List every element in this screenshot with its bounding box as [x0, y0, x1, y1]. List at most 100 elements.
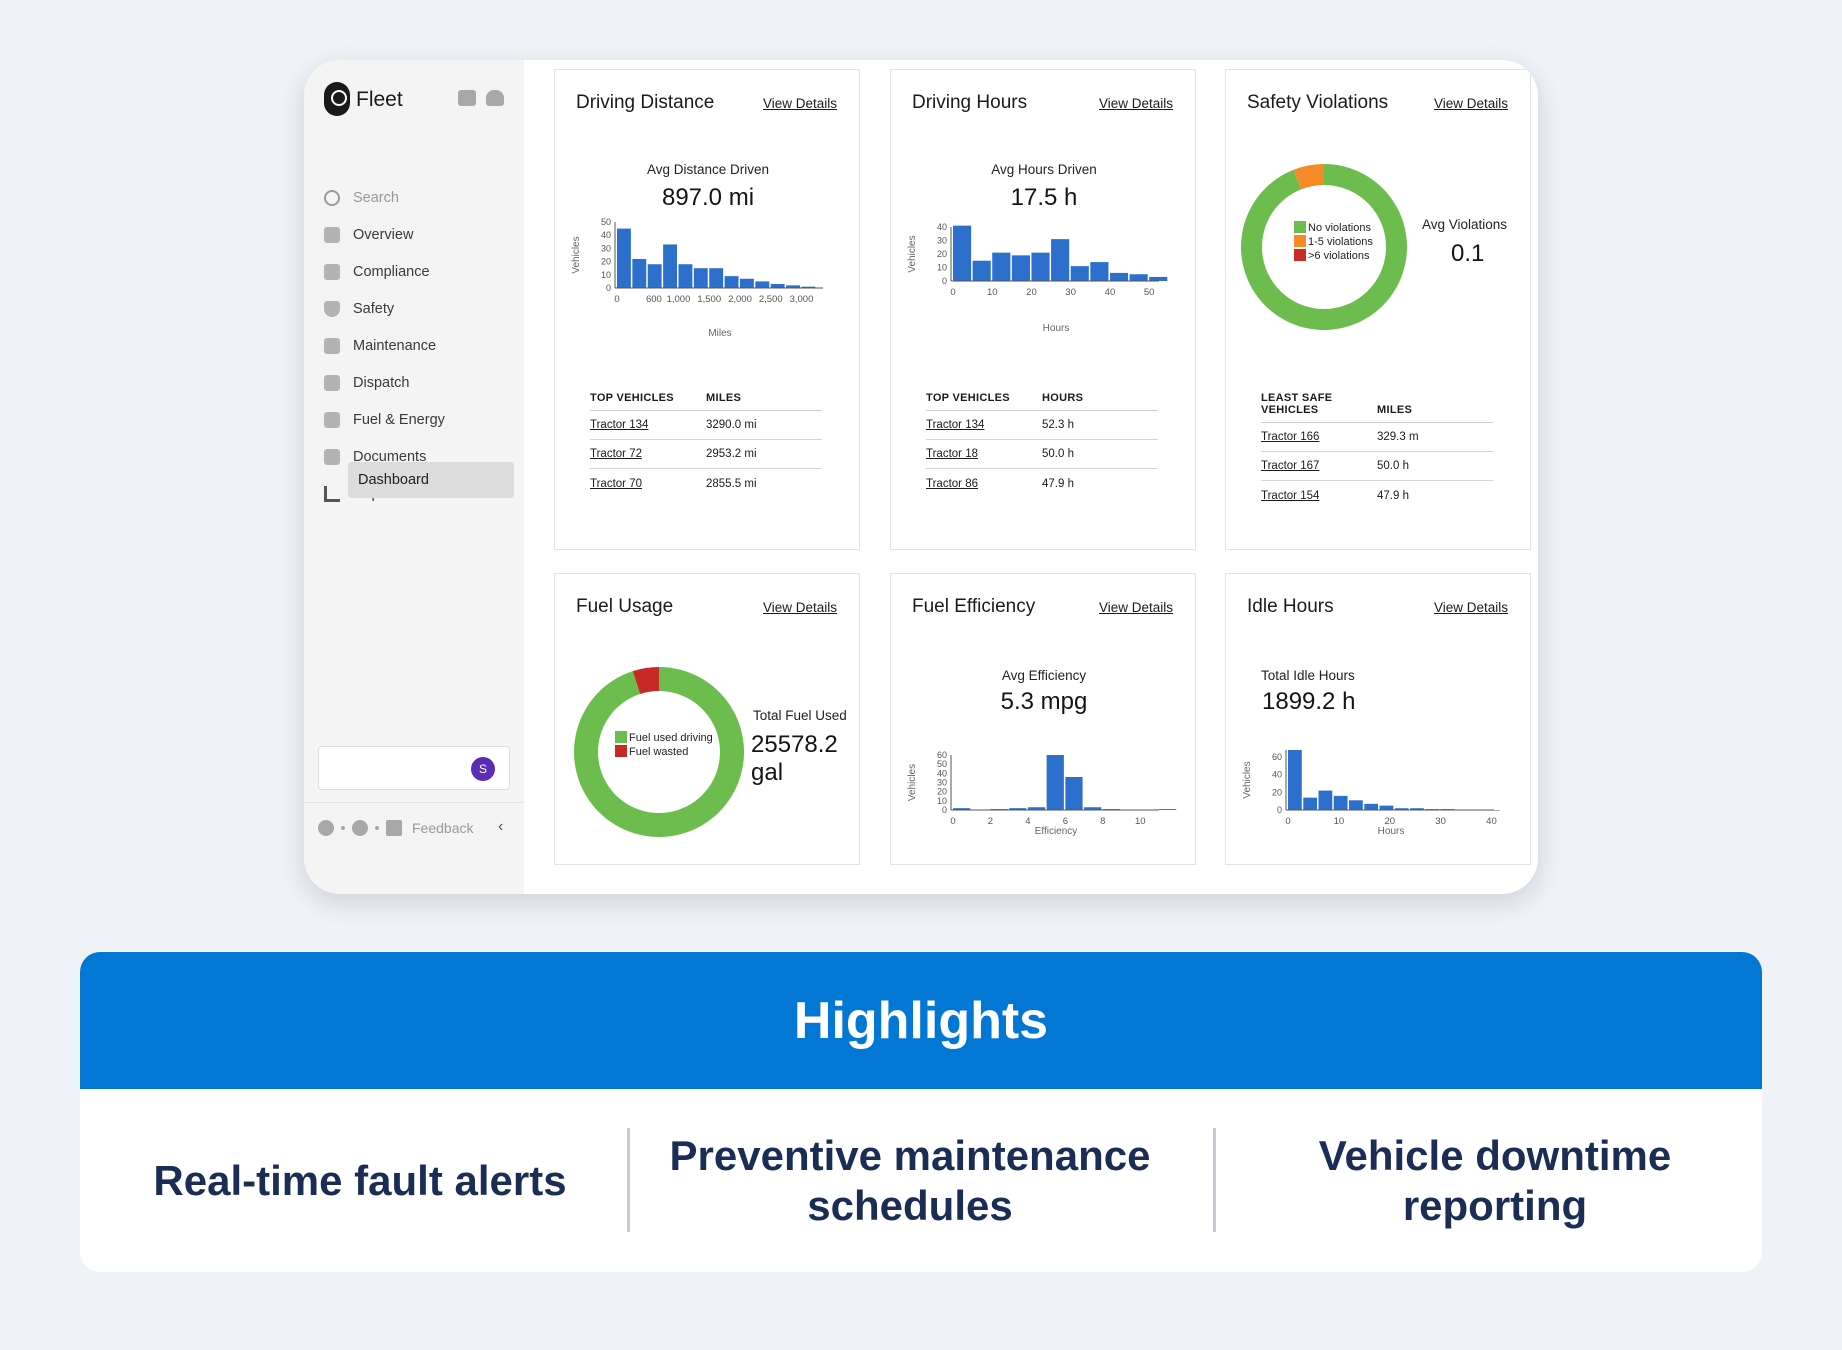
x-tick-label: 4: [1025, 816, 1030, 827]
histogram-bar: [632, 258, 647, 288]
sidebar-item-fuel-energy[interactable]: Fuel & Energy: [324, 404, 514, 436]
table-row: Tractor 154 47.9 h: [1261, 489, 1409, 502]
metric-label: Avg Violations: [1422, 217, 1508, 232]
sidebar-footer: Feedback ‹: [304, 802, 524, 852]
legend-label: No violations: [1308, 222, 1371, 234]
sidebar-item-overview[interactable]: Overview: [324, 219, 514, 251]
x-tick-label: 30: [1065, 287, 1076, 298]
legend-label: 1-5 violations: [1308, 236, 1373, 248]
hours-histogram: 0 10 20 30 40 0 10 20 30 40 50 Hours Vehicles: [907, 222, 1168, 334]
x-tick-label: 2,000: [728, 294, 752, 305]
card-safety-violations: Safety Violations View Details No violat…: [1225, 69, 1531, 550]
table-header: TOP VEHICLES MILES: [590, 392, 822, 411]
brand-name: Fleet: [356, 88, 403, 111]
y-tick-label: 30: [937, 236, 947, 246]
table-row: Tractor 166 329.3 m: [1261, 423, 1493, 452]
histogram-bar: [617, 228, 631, 288]
metric-value: 1899.2 h: [1262, 688, 1356, 715]
vehicle-link[interactable]: Tractor 134: [590, 419, 649, 431]
table-row: Tractor 86 47.9 h: [926, 477, 1074, 490]
vehicle-link[interactable]: Tractor 70: [590, 477, 642, 490]
messages-icon[interactable]: [458, 90, 476, 106]
y-axis-label: Vehicles: [907, 764, 918, 801]
highlights-panel: Highlights Real-time fault alerts Preven…: [80, 952, 1762, 1272]
sidebar: Fleet Search Overview Compliance Safety …: [304, 60, 524, 894]
metric-value: 5.3 mpg: [1000, 688, 1088, 715]
avatar[interactable]: S: [471, 757, 495, 781]
card-driving-distance: Driving Distance View Details Avg Distan…: [554, 69, 860, 550]
divider: [627, 1128, 630, 1232]
y-tick-label: 20: [1272, 787, 1282, 797]
fuel-usage-donut-chart: Fuel used driving Fuel wasted: [574, 667, 744, 837]
histogram-bar: [1070, 266, 1089, 281]
y-tick-label: 0: [942, 805, 947, 815]
user-switcher[interactable]: S: [318, 746, 510, 790]
vehicle-link[interactable]: Tractor 72: [590, 448, 642, 460]
sidebar-item-maintenance[interactable]: Maintenance: [324, 330, 514, 362]
histogram-bar: [1046, 755, 1064, 810]
megaphone-icon[interactable]: [386, 820, 402, 836]
sidebar-item-documents[interactable]: Documents: [324, 441, 514, 473]
search-input[interactable]: Search: [324, 182, 514, 214]
histogram-bar: [1303, 797, 1318, 810]
histogram-bar: [1129, 274, 1148, 281]
x-tick-label: 8: [1100, 816, 1105, 827]
x-tick-label: 40: [1105, 287, 1116, 298]
vehicle-link[interactable]: Tractor 134: [926, 419, 985, 431]
vehicle-link[interactable]: Tractor 86: [926, 477, 978, 490]
y-tick-label: 0: [942, 276, 947, 286]
vehicle-link[interactable]: Tractor 154: [1261, 489, 1320, 502]
view-details-link[interactable]: View Details: [1098, 96, 1173, 111]
sidebar-item-dispatch[interactable]: Dispatch: [324, 367, 514, 399]
feedback-link[interactable]: Feedback: [412, 820, 474, 836]
x-axis-label: Efficiency: [1035, 826, 1078, 837]
metric-label: Total Fuel Used: [753, 708, 847, 723]
sidebar-item-compliance[interactable]: Compliance: [324, 256, 514, 288]
wrench-icon: [324, 338, 340, 354]
highlights-header: Highlights: [80, 952, 1762, 1089]
collapse-chevron-icon[interactable]: ‹: [498, 818, 504, 835]
divider: [1213, 1128, 1216, 1232]
top-vehicles-table: TOP VEHICLES HOURS Tractor 134 52.3 h Trac…: [926, 392, 1158, 498]
donut-slice: [1293, 164, 1324, 190]
metric-unit: gal: [751, 759, 784, 786]
y-tick-label: 20: [601, 257, 611, 267]
histogram-bar: [1109, 272, 1129, 281]
vehicle-link[interactable]: Tractor 167: [1261, 460, 1320, 472]
histogram-bar: [1031, 252, 1050, 281]
histogram-bar: [1159, 809, 1177, 810]
y-tick-label: 0: [606, 283, 611, 293]
histogram-bar: [693, 268, 708, 288]
view-details-link[interactable]: View Details: [1098, 600, 1173, 615]
view-details-link[interactable]: View Details: [1433, 96, 1508, 111]
x-axis-label: Miles: [708, 328, 731, 339]
x-tick-label: 0: [950, 816, 955, 827]
card-driving-hours: Driving Hours View Details Avg Hours Dri…: [890, 69, 1196, 550]
x-tick-label: 6: [1063, 816, 1068, 827]
metric-label: Avg Hours Driven: [991, 162, 1097, 177]
metric-label: Avg Efficiency: [1001, 668, 1087, 683]
gear-icon[interactable]: [318, 820, 334, 836]
card-title: Driving Hours: [912, 92, 1028, 113]
vehicle-link[interactable]: Tractor 166: [1261, 431, 1320, 443]
table-row: Tractor 18 50.0 h: [926, 440, 1158, 469]
y-tick-label: 40: [937, 768, 947, 778]
y-tick-label: 50: [937, 759, 947, 769]
histogram-bar: [1011, 255, 1030, 281]
card-title: Idle Hours: [1247, 596, 1334, 617]
view-details-link[interactable]: View Details: [762, 96, 837, 111]
bell-icon[interactable]: [486, 90, 504, 106]
x-tick-label: 30: [1435, 816, 1446, 827]
sidebar-item-dashboard[interactable]: Dashboard: [348, 462, 514, 498]
histogram-bar: [755, 281, 770, 288]
view-details-link[interactable]: View Details: [762, 600, 837, 615]
y-tick-label: 60: [937, 750, 947, 760]
view-details-link[interactable]: View Details: [1433, 600, 1508, 615]
help-icon[interactable]: [352, 820, 368, 836]
donut-slice: [632, 667, 659, 694]
vehicle-link[interactable]: Tractor 18: [926, 448, 978, 460]
table-header: LEAST SAFE VEHICLES MILES: [1261, 392, 1493, 423]
sidebar-item-safety[interactable]: Safety: [324, 293, 514, 325]
shield-icon: [324, 301, 340, 317]
x-tick-label: 1,000: [667, 294, 691, 305]
